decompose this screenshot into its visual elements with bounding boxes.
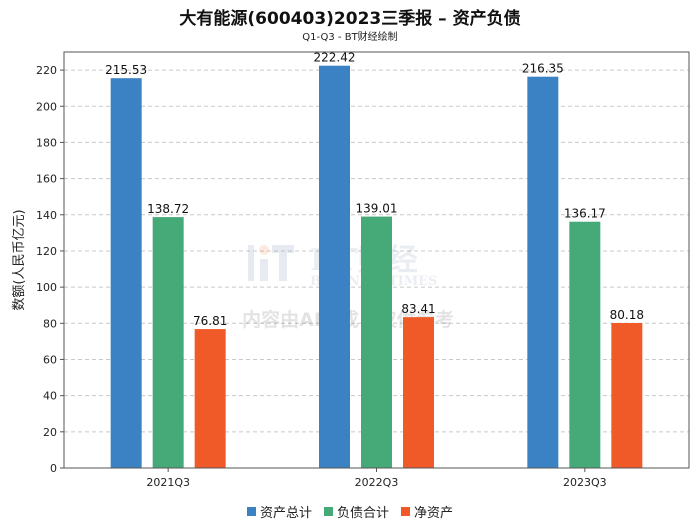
y-tick-label: 40 — [43, 390, 57, 403]
y-tick-label: 100 — [36, 281, 57, 294]
data-label: 136.17 — [564, 207, 606, 221]
legend-label: 负债合计 — [336, 506, 389, 521]
legend-item-0: 资产总计 — [246, 502, 312, 521]
bar-2021Q3-0 — [110, 78, 142, 469]
y-tick-label: 0 — [50, 462, 57, 475]
y-tick-label: 20 — [43, 426, 57, 439]
data-label: 139.01 — [356, 202, 398, 216]
bar-2022Q3-2 — [403, 317, 434, 468]
y-tick-label: 60 — [43, 353, 57, 366]
data-label: 222.42 — [314, 51, 356, 65]
chart-subtitle: Q1-Q3 - BT财经绘制 — [302, 32, 398, 43]
chart-title: 大有能源(600403)2023三季报 – 资产负债 — [179, 9, 521, 29]
y-tick-label: 180 — [36, 136, 57, 149]
x-tick-label: 2023Q3 — [563, 476, 607, 489]
bar-2021Q3-2 — [194, 329, 226, 468]
y-tick-label: 120 — [36, 245, 57, 258]
x-tick-label: 2022Q3 — [355, 476, 399, 489]
bar-2023Q3-2 — [611, 322, 643, 468]
data-label: 80.18 — [610, 308, 644, 322]
data-label: 138.72 — [147, 202, 189, 216]
y-tick-label: 140 — [36, 209, 57, 222]
legend-item-1: 负债合计 — [323, 502, 389, 521]
y-tick-label: 160 — [36, 173, 57, 186]
y-tick-label: 220 — [36, 64, 57, 77]
x-tick-label: 2021Q3 — [146, 476, 190, 489]
legend: 资产总计 负债合计 净资产 — [0, 502, 700, 521]
legend-swatch — [246, 507, 256, 516]
data-label: 76.81 — [193, 314, 227, 328]
legend-label: 资产总计 — [259, 506, 312, 521]
bar-2021Q3-1 — [152, 217, 184, 468]
legend-swatch — [323, 507, 333, 516]
bar-2022Q3-0 — [319, 65, 350, 469]
data-label: 216.35 — [522, 62, 564, 76]
bar-2023Q3-0 — [527, 76, 559, 469]
data-label: 83.41 — [401, 302, 435, 316]
bt-logo-icon — [248, 245, 294, 281]
data-label: 215.53 — [105, 63, 147, 77]
bar-2023Q3-1 — [569, 221, 601, 468]
legend-item-2: 净资产 — [401, 502, 453, 521]
legend-label: 净资产 — [414, 506, 454, 521]
y-tick-label: 80 — [43, 317, 57, 330]
y-tick-label: 200 — [36, 100, 57, 113]
bar-2022Q3-1 — [361, 216, 392, 468]
legend-swatch — [401, 507, 410, 516]
y-axis-label: 数额(人民币亿元) — [12, 209, 27, 310]
